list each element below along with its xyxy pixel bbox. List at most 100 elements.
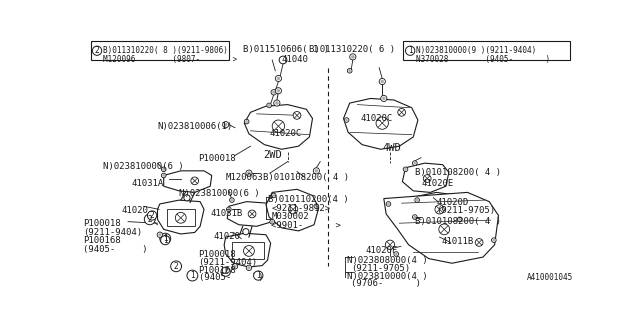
Circle shape [246, 120, 248, 123]
Circle shape [314, 204, 319, 209]
Text: N)023810000(6 ): N)023810000(6 ) [179, 188, 260, 197]
Circle shape [160, 233, 171, 244]
Polygon shape [403, 163, 449, 192]
Text: (9211-9705): (9211-9705) [436, 206, 495, 215]
Circle shape [161, 236, 170, 245]
Circle shape [349, 54, 356, 60]
Circle shape [493, 239, 495, 241]
Circle shape [416, 199, 419, 201]
Circle shape [394, 252, 399, 256]
Circle shape [413, 162, 416, 164]
Text: 41020: 41020 [213, 232, 240, 241]
Text: (9405-     ): (9405- ) [198, 273, 263, 282]
Circle shape [476, 239, 483, 246]
Circle shape [387, 203, 390, 205]
Circle shape [175, 212, 186, 223]
Text: 1: 1 [256, 271, 260, 280]
Circle shape [147, 211, 157, 220]
Text: 2: 2 [150, 211, 154, 220]
Circle shape [248, 210, 256, 218]
Circle shape [228, 208, 230, 211]
Circle shape [243, 228, 249, 235]
Polygon shape [344, 99, 418, 149]
Circle shape [406, 46, 415, 55]
Text: 41020C: 41020C [269, 129, 301, 138]
Text: B)010108200( 4 ): B)010108200( 4 ) [263, 173, 349, 182]
Text: (9211-9404): (9211-9404) [83, 228, 142, 237]
Circle shape [184, 195, 190, 201]
Text: M120063: M120063 [226, 173, 263, 182]
Circle shape [458, 217, 462, 222]
Text: 1: 1 [163, 236, 168, 245]
Text: 2: 2 [223, 267, 228, 276]
Bar [91, 42, 229, 60]
Text: N)023810000(9 )(9211-9404): N)023810000(9 )(9211-9404) [417, 46, 536, 55]
Circle shape [191, 177, 198, 185]
Circle shape [459, 218, 461, 220]
Text: 1: 1 [408, 46, 413, 55]
Polygon shape [224, 233, 271, 267]
Circle shape [248, 172, 250, 175]
Circle shape [187, 270, 198, 281]
Text: (9211-9705): (9211-9705) [351, 264, 410, 273]
Polygon shape [167, 209, 195, 226]
Circle shape [271, 193, 276, 198]
Circle shape [227, 207, 231, 212]
Circle shape [272, 120, 285, 132]
Circle shape [267, 103, 271, 108]
Circle shape [439, 224, 450, 235]
Text: P100018: P100018 [198, 154, 236, 163]
Text: 41020D: 41020D [436, 198, 468, 207]
Text: 1: 1 [163, 234, 168, 243]
Circle shape [273, 91, 275, 94]
Text: (9211-9404): (9211-9404) [198, 258, 258, 267]
Text: N)023810006(1): N)023810006(1) [157, 122, 233, 131]
Circle shape [381, 95, 387, 101]
Text: 2WD: 2WD [263, 150, 282, 160]
Circle shape [348, 68, 352, 73]
Text: 4WD: 4WD [382, 143, 401, 153]
Circle shape [316, 205, 317, 207]
Text: B)011310220( 8 )(9211-9806): B)011310220( 8 )(9211-9806) [103, 46, 228, 55]
Text: 41031B: 41031B [210, 209, 243, 218]
Polygon shape [232, 243, 264, 260]
Circle shape [163, 168, 165, 171]
Circle shape [275, 88, 282, 94]
Circle shape [270, 219, 275, 224]
Polygon shape [384, 192, 499, 263]
Text: B)010108200( 4 ): B)010108200( 4 ) [415, 217, 501, 226]
Circle shape [395, 253, 397, 255]
Circle shape [271, 220, 273, 223]
Circle shape [244, 119, 249, 124]
Circle shape [385, 240, 395, 249]
Text: 41040: 41040 [282, 55, 308, 64]
Polygon shape [244, 105, 312, 149]
Circle shape [279, 56, 287, 64]
Text: 2: 2 [147, 215, 152, 224]
Circle shape [159, 233, 161, 236]
Circle shape [293, 112, 301, 119]
Circle shape [351, 55, 355, 59]
Text: P100168: P100168 [83, 236, 121, 245]
Text: <9901-      >: <9901- > [271, 221, 341, 230]
Text: 41020C: 41020C [360, 114, 393, 123]
Circle shape [382, 97, 385, 100]
Text: P100168: P100168 [198, 266, 236, 275]
Circle shape [379, 78, 385, 84]
Circle shape [277, 89, 280, 92]
Circle shape [161, 173, 166, 178]
Circle shape [145, 214, 155, 225]
Circle shape [413, 216, 416, 218]
Circle shape [271, 90, 276, 95]
Text: 41020F: 41020F [365, 246, 397, 255]
Circle shape [232, 264, 237, 269]
Circle shape [381, 80, 384, 83]
Circle shape [346, 119, 348, 121]
Circle shape [231, 199, 233, 201]
Circle shape [244, 245, 254, 256]
Bar [403, 42, 570, 60]
Text: 2: 2 [95, 46, 99, 55]
Text: 2: 2 [173, 262, 179, 271]
Circle shape [492, 238, 496, 243]
Circle shape [223, 122, 229, 128]
